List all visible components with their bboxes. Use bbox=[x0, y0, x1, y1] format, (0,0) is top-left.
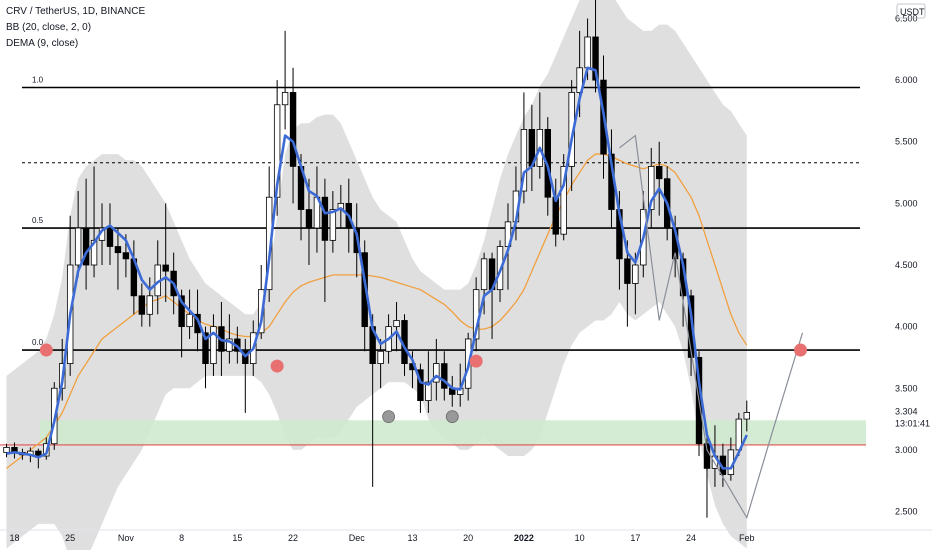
candle-body[interactable] bbox=[687, 295, 695, 358]
candle-body[interactable] bbox=[560, 165, 567, 235]
price-tick-label: 6.500 bbox=[895, 13, 918, 23]
candle-body[interactable] bbox=[210, 326, 217, 365]
red-marker[interactable] bbox=[469, 354, 483, 368]
candle-body[interactable] bbox=[90, 239, 98, 266]
candle-body[interactable] bbox=[441, 363, 448, 389]
candle-body[interactable] bbox=[162, 264, 169, 272]
price-tick-label: 4.500 bbox=[895, 260, 918, 270]
dema-indicator-label[interactable]: DEMA (9, close) bbox=[6, 38, 79, 49]
candle-body[interactable] bbox=[178, 295, 185, 328]
candle-body[interactable] bbox=[122, 252, 130, 260]
candle-body[interactable] bbox=[281, 92, 289, 106]
candle-body[interactable] bbox=[703, 443, 711, 469]
time-tick-label: 17 bbox=[630, 533, 640, 543]
countdown-label: 13:01:41 bbox=[895, 418, 930, 428]
candle-body[interactable] bbox=[433, 363, 440, 383]
candle-body[interactable] bbox=[273, 104, 281, 198]
support-zone[interactable] bbox=[40, 420, 866, 445]
candle-body[interactable] bbox=[106, 227, 114, 247]
candle-body[interactable] bbox=[202, 332, 209, 365]
candle-body[interactable] bbox=[74, 227, 82, 266]
time-tick-label: 24 bbox=[686, 533, 696, 543]
candle-body[interactable] bbox=[656, 165, 663, 180]
time-tick-label: 20 bbox=[463, 533, 473, 543]
candle-body[interactable] bbox=[520, 129, 528, 192]
candle-body[interactable] bbox=[146, 295, 153, 315]
candle-body[interactable] bbox=[552, 196, 559, 235]
candle-body[interactable] bbox=[624, 258, 631, 284]
time-tick-label: 25 bbox=[65, 533, 75, 543]
candle-body[interactable] bbox=[480, 258, 488, 291]
price-tick-label: 5.500 bbox=[895, 137, 918, 147]
time-tick-label: 8 bbox=[179, 533, 184, 543]
candle-body[interactable] bbox=[377, 350, 384, 365]
candle-body[interactable] bbox=[648, 165, 655, 210]
time-tick-label: 10 bbox=[575, 533, 585, 543]
time-tick-label: 15 bbox=[232, 533, 242, 543]
price-tick-label: 3.500 bbox=[895, 383, 918, 393]
candle-body[interactable] bbox=[632, 264, 639, 284]
last-price-label: 3.304 bbox=[895, 406, 918, 416]
candle-body[interactable] bbox=[258, 289, 265, 334]
time-tick-label: Feb bbox=[739, 533, 755, 543]
candle-body[interactable] bbox=[361, 252, 368, 328]
price-tick-label: 4.000 bbox=[895, 322, 918, 332]
chart-legend: CRV / TetherUS, 1D, BINANCE BB (20, clos… bbox=[6, 4, 145, 52]
price-tick-label: 5.000 bbox=[895, 198, 918, 208]
candle-body[interactable] bbox=[305, 209, 313, 229]
time-tick-label: 13 bbox=[407, 533, 417, 543]
time-tick-label: 22 bbox=[288, 533, 298, 543]
price-tick-label: 6.000 bbox=[895, 75, 918, 85]
fib-level-label: 0.0 bbox=[32, 338, 44, 347]
dema-line[interactable] bbox=[6, 66, 748, 470]
time-tick-label: Nov bbox=[118, 533, 135, 543]
gray-marker[interactable] bbox=[382, 410, 395, 424]
candle-body[interactable] bbox=[226, 338, 233, 352]
time-tick-label: 2022 bbox=[514, 533, 534, 543]
candle-body[interactable] bbox=[114, 246, 122, 254]
candle-body[interactable] bbox=[592, 36, 599, 81]
candle-body[interactable] bbox=[321, 196, 329, 241]
red-marker[interactable] bbox=[270, 359, 284, 373]
projection-path[interactable] bbox=[619, 134, 804, 520]
candle-body[interactable] bbox=[576, 67, 583, 93]
candle-body[interactable] bbox=[393, 320, 400, 328]
price-tick-label: 3.000 bbox=[895, 445, 918, 455]
time-tick-label: 18 bbox=[9, 533, 19, 543]
price-tick-label: 2.500 bbox=[895, 507, 918, 517]
candle-body[interactable] bbox=[289, 92, 297, 167]
candle-body[interactable] bbox=[3, 447, 10, 453]
candle-body[interactable] bbox=[138, 295, 146, 315]
red-marker[interactable] bbox=[39, 343, 53, 357]
time-tick-label: Dec bbox=[349, 533, 366, 543]
candle-body[interactable] bbox=[425, 381, 432, 401]
fib-level-label: 0.5 bbox=[32, 216, 44, 225]
currency-label: USDT bbox=[900, 7, 925, 17]
gray-marker[interactable] bbox=[445, 410, 459, 424]
candle-body[interactable] bbox=[186, 313, 193, 328]
bollinger-band-area bbox=[6, 0, 747, 550]
bb-indicator-label[interactable]: BB (20, close, 2, 0) bbox=[6, 22, 92, 33]
bb-basis-line[interactable] bbox=[6, 153, 748, 469]
symbol-title[interactable]: CRV / TetherUS, 1D, BINANCE bbox=[6, 6, 146, 17]
candle-body[interactable] bbox=[743, 412, 750, 420]
red-marker[interactable] bbox=[794, 343, 807, 357]
price-axis[interactable] bbox=[888, 0, 932, 550]
candle-body[interactable] bbox=[584, 36, 591, 69]
candle-body[interactable] bbox=[329, 209, 337, 241]
candle-body[interactable] bbox=[82, 227, 90, 266]
fib-level-label: 1.0 bbox=[32, 76, 44, 85]
currency-box[interactable] bbox=[896, 3, 926, 19]
candle-body[interactable] bbox=[417, 369, 424, 401]
